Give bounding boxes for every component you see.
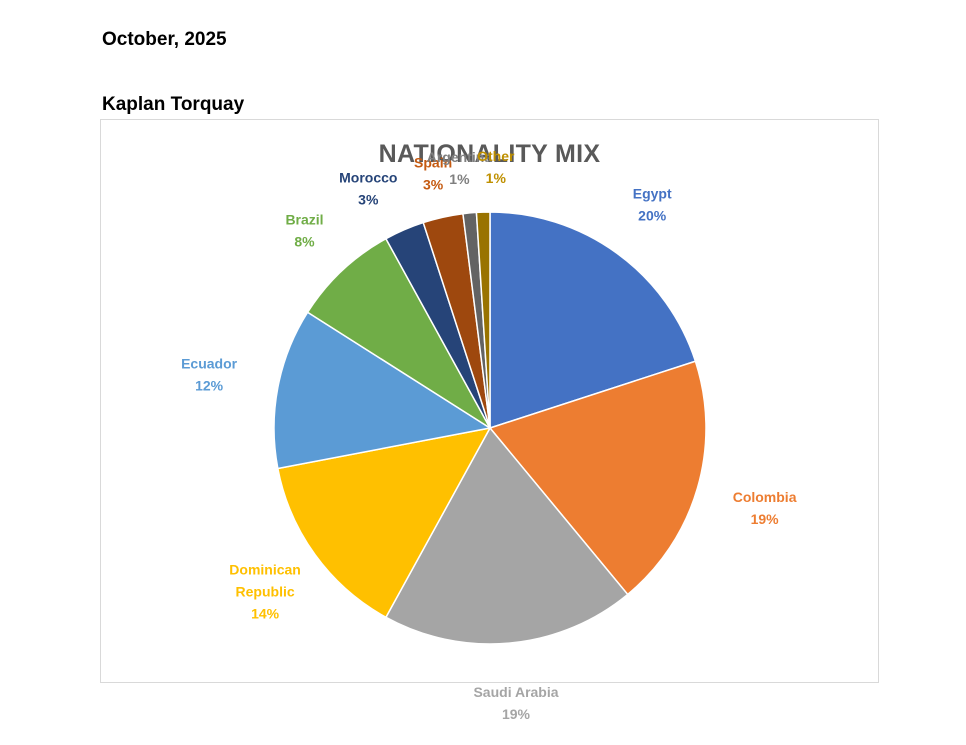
data-label-argentina: Argentina 1% bbox=[427, 149, 493, 187]
pie-slice-other bbox=[475, 211, 491, 429]
pie-slice-saudi-arabia bbox=[384, 426, 629, 645]
chart-area: NATIONALITY MIX Egypt 20% Colombia 19% Saudi… bbox=[100, 119, 879, 722]
school-name: Kaplan Torquay bbox=[102, 94, 245, 115]
pie-chart: Egypt 20% Colombia 19% Saudi Arabia 19% Domini… bbox=[181, 148, 797, 722]
data-label-other: Other 1% bbox=[477, 148, 515, 186]
data-label-spain: Spain 3% bbox=[414, 154, 452, 192]
chart-title: NATIONALITY MIX bbox=[378, 140, 601, 168]
report-date: October, 2025 bbox=[102, 29, 227, 50]
data-label-saudi-arabia: Saudi Arabia 19% bbox=[473, 684, 558, 722]
pie-slice-colombia bbox=[488, 360, 707, 596]
data-label-egypt: Egypt 20% bbox=[633, 186, 672, 224]
data-label-ecuador: Ecuador 12% bbox=[181, 355, 238, 393]
pie-slice-ecuador bbox=[273, 311, 493, 470]
pie-slice-brazil bbox=[306, 237, 491, 429]
data-label-brazil: Brazil 8% bbox=[285, 211, 323, 249]
pie-slice-egypt bbox=[489, 211, 697, 430]
pie-slice-dominican-republic bbox=[276, 426, 492, 619]
data-label-morocco: Morocco 3% bbox=[339, 170, 397, 208]
data-label-dominican-republic: Dominican Republic 14% bbox=[229, 561, 301, 621]
data-label-colombia: Colombia 19% bbox=[733, 489, 797, 527]
